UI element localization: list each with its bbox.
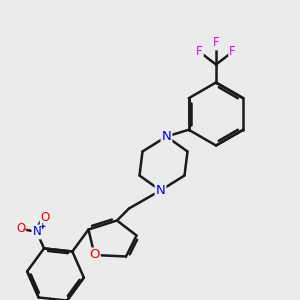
Text: N: N [156, 184, 165, 197]
Text: F: F [196, 45, 203, 58]
Text: N: N [162, 130, 171, 143]
Text: O: O [16, 222, 25, 235]
Text: F: F [213, 36, 219, 50]
Text: N: N [32, 225, 41, 239]
Text: +: + [38, 222, 46, 231]
Text: −: − [22, 225, 30, 235]
Text: F: F [229, 45, 236, 58]
Text: O: O [89, 248, 100, 262]
Text: O: O [41, 211, 50, 224]
